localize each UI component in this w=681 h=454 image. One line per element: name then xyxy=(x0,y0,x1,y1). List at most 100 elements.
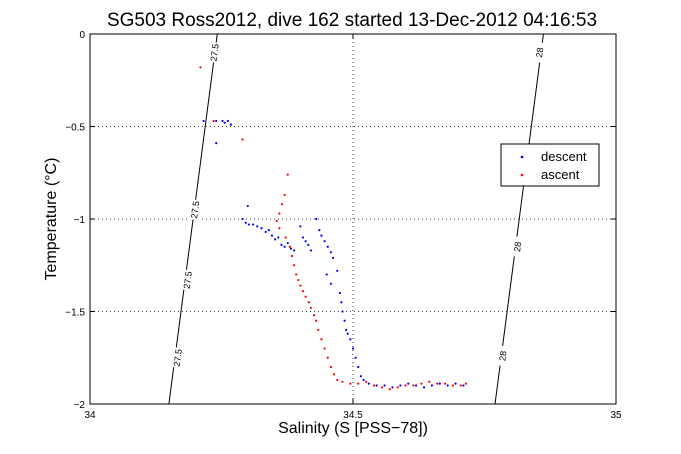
descent-point xyxy=(375,384,378,387)
legend-entry-ascent: ascent xyxy=(541,167,580,182)
descent-point xyxy=(331,256,335,259)
ascent-point xyxy=(301,290,305,293)
ascent-point xyxy=(412,384,415,387)
isopycnal-label: 27.5 xyxy=(182,271,194,290)
descent-point xyxy=(270,234,274,237)
ascent-point xyxy=(326,356,329,359)
descent-point xyxy=(215,142,218,145)
descent-point xyxy=(399,384,402,387)
descent-point xyxy=(246,204,249,208)
ascent-point xyxy=(278,212,281,215)
ascent-point xyxy=(332,373,336,376)
ascent-point xyxy=(323,347,326,350)
descent-point xyxy=(340,301,343,304)
legend-marker-ascent xyxy=(520,173,524,177)
descent-point xyxy=(309,249,313,252)
isopycnal-label-bg xyxy=(170,347,186,369)
y-tick-label: 0 xyxy=(79,30,85,41)
y-tick-label: −1 xyxy=(74,215,86,226)
ascent-point xyxy=(341,380,344,383)
ascent-point xyxy=(275,219,278,222)
descent-point xyxy=(277,236,280,239)
descent-point xyxy=(354,356,357,359)
descent-point xyxy=(391,386,394,389)
isopycnal-label: 27.5 xyxy=(209,43,221,62)
ascent-point xyxy=(420,382,423,385)
descent-point xyxy=(326,245,329,248)
ascent-point xyxy=(396,386,399,389)
ascent-point xyxy=(212,119,215,123)
x-tick-label: 35 xyxy=(610,410,622,421)
descent-point xyxy=(422,386,426,389)
isopycnal-label: 28 xyxy=(497,350,508,361)
legend-box xyxy=(500,143,600,187)
ascent-point xyxy=(464,382,468,385)
descent-point xyxy=(367,382,370,385)
ascent-point xyxy=(428,380,431,383)
ascent-point xyxy=(451,384,455,387)
descent-point xyxy=(345,328,348,332)
ascent-point xyxy=(292,264,296,267)
descent-point xyxy=(304,240,307,243)
descent-point xyxy=(292,249,296,252)
ascent-point xyxy=(309,306,313,309)
descent-point xyxy=(323,240,326,243)
ascent-point xyxy=(372,384,376,387)
ascent-point xyxy=(286,173,289,176)
isopycnal-label-bg xyxy=(187,199,203,221)
y-tick-label: −0.5 xyxy=(65,123,85,134)
y-axis-label: Temperature (°C) xyxy=(43,158,60,281)
descent-point xyxy=(338,291,341,295)
axis-ticks: 34 34.5 35 0 −0.5 −1 −1.5 −2 xyxy=(65,30,622,421)
ascent-point xyxy=(297,278,300,282)
descent-point xyxy=(283,245,286,248)
descent-point xyxy=(307,243,310,246)
isopycnal-label: 27.5 xyxy=(189,200,201,219)
descent-point xyxy=(241,217,244,221)
descent-point xyxy=(349,338,352,341)
ascent-point xyxy=(380,386,384,389)
ascent-point xyxy=(349,382,352,385)
isopycnal-label: 28 xyxy=(512,241,523,252)
y-tick-label: −2 xyxy=(74,400,86,411)
ascent-point xyxy=(436,382,439,385)
descent-point xyxy=(462,384,465,387)
descent-point xyxy=(415,384,418,387)
descent-point xyxy=(226,119,229,123)
descent-point xyxy=(267,229,270,232)
ascent-point xyxy=(336,378,339,382)
ascent-point xyxy=(241,138,244,141)
descent-point xyxy=(202,119,205,123)
isopycnal-label-bg xyxy=(207,41,222,64)
ascent-point xyxy=(329,365,333,369)
legend-marker-descent xyxy=(520,155,524,159)
descent-point xyxy=(320,234,323,237)
isopycnal-line xyxy=(494,33,544,405)
descent-point xyxy=(438,382,441,385)
descent-point xyxy=(289,247,293,250)
y-tick-label: −1.5 xyxy=(65,308,85,319)
ascent-point xyxy=(388,388,391,391)
x-tick-label: 34.5 xyxy=(343,410,363,421)
descent-point xyxy=(407,382,410,385)
isopycnal-label: 27.5 xyxy=(172,348,184,367)
descent-point xyxy=(286,241,289,245)
descent-point xyxy=(215,119,218,123)
descent-point xyxy=(383,384,386,387)
ascent-point xyxy=(365,380,368,383)
x-tick-label: 34 xyxy=(84,410,96,421)
descent-point xyxy=(446,384,449,387)
ascent-point xyxy=(312,314,316,317)
x-axis-label: Salinity (S [PSS−78]) xyxy=(278,420,428,437)
descent-point xyxy=(346,332,349,335)
ascent-point xyxy=(315,319,318,322)
descent-point xyxy=(454,382,457,385)
descent-point xyxy=(359,375,362,378)
descent-point xyxy=(351,347,355,350)
descent-point xyxy=(362,378,365,382)
isopycnal-label-bg xyxy=(495,345,511,367)
ascent-point xyxy=(295,273,298,276)
grid xyxy=(90,34,616,404)
legend: descent ascent xyxy=(500,143,600,187)
descent-point xyxy=(315,217,318,221)
